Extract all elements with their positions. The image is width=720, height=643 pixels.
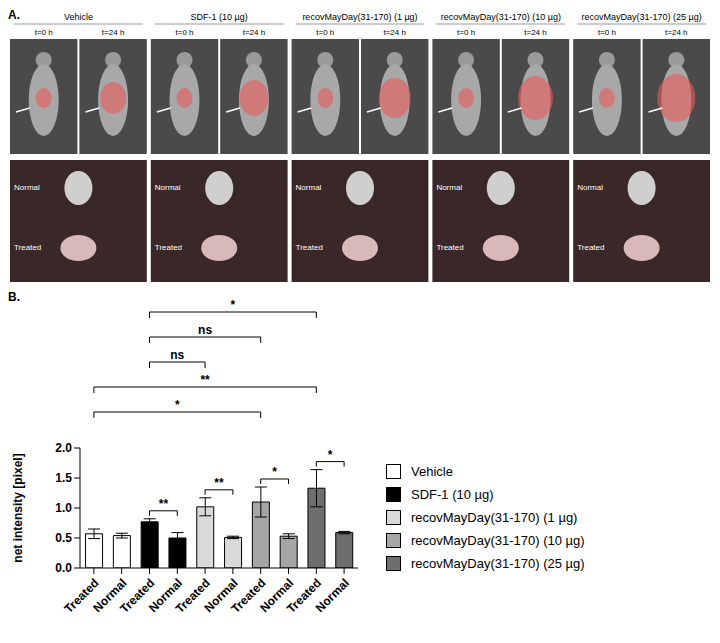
svg-text:**: ** bbox=[200, 373, 210, 387]
svg-text:Treated: Treated bbox=[155, 243, 182, 252]
svg-text:Normal: Normal bbox=[577, 183, 603, 192]
svg-text:*: * bbox=[175, 398, 180, 412]
svg-text:Treated: Treated bbox=[228, 575, 269, 616]
svg-text:Normal: Normal bbox=[296, 183, 322, 192]
svg-text:SDF-1 (10 µg): SDF-1 (10 µg) bbox=[191, 12, 248, 22]
svg-text:**: ** bbox=[159, 497, 169, 511]
svg-text:t=0 h: t=0 h bbox=[316, 28, 334, 37]
svg-text:Treated: Treated bbox=[436, 243, 463, 252]
svg-text:t=0 h: t=0 h bbox=[35, 28, 53, 37]
html-text:recovMayDay(31-170) (25 µg): recovMayDay(31-170) (25 µg) bbox=[411, 556, 585, 571]
svg-text:1.5: 1.5 bbox=[55, 471, 72, 485]
svg-text:Normal: Normal bbox=[436, 183, 462, 192]
svg-text:Treated: Treated bbox=[117, 575, 158, 616]
svg-text:t=0 h: t=0 h bbox=[598, 28, 616, 37]
svg-text:recovMayDay(31-170) (1 µg): recovMayDay(31-170) (1 µg) bbox=[302, 12, 417, 22]
svg-text:Normal: Normal bbox=[201, 575, 241, 615]
svg-text:t=24 h: t=24 h bbox=[665, 28, 687, 37]
svg-text:recovMayDay(31-170) (25 µg): recovMayDay(31-170) (25 µg) bbox=[581, 12, 701, 22]
svg-text:Treated: Treated bbox=[172, 575, 213, 616]
svg-text:Treated: Treated bbox=[284, 575, 325, 616]
svg-text:t=24 h: t=24 h bbox=[243, 28, 265, 37]
svg-text:t=24 h: t=24 h bbox=[102, 28, 124, 37]
svg-text:t=0 h: t=0 h bbox=[175, 28, 193, 37]
svg-text:Vehicle: Vehicle bbox=[64, 12, 93, 22]
svg-text:t=0 h: t=0 h bbox=[457, 28, 475, 37]
html-text:SDF-1 (10 µg): SDF-1 (10 µg) bbox=[411, 487, 494, 502]
svg-text:**: ** bbox=[214, 476, 224, 490]
svg-text:t=24 h: t=24 h bbox=[524, 28, 546, 37]
html-text:recovMayDay(31-170) (10 µg): recovMayDay(31-170) (10 µg) bbox=[411, 533, 585, 548]
svg-text:Treated: Treated bbox=[577, 243, 604, 252]
svg-text:0.5: 0.5 bbox=[55, 531, 72, 545]
svg-text:*: * bbox=[272, 465, 277, 479]
svg-text:2.0: 2.0 bbox=[55, 441, 72, 455]
svg-text:0.0: 0.0 bbox=[55, 561, 72, 575]
svg-text:ns: ns bbox=[170, 348, 184, 362]
svg-text:1.0: 1.0 bbox=[55, 501, 72, 515]
svg-text:recovMayDay(31-170) (10 µg): recovMayDay(31-170) (10 µg) bbox=[441, 12, 561, 22]
html-text:Vehicle: Vehicle bbox=[411, 464, 453, 479]
svg-text:*: * bbox=[328, 448, 333, 462]
svg-text:A.: A. bbox=[8, 8, 20, 22]
svg-text:Normal: Normal bbox=[90, 575, 130, 615]
html-text:recovMayDay(31-170) (1 µg): recovMayDay(31-170) (1 µg) bbox=[411, 510, 578, 525]
html-text:B.: B. bbox=[8, 290, 20, 304]
svg-text:Treated: Treated bbox=[14, 243, 41, 252]
svg-text:t=24 h: t=24 h bbox=[383, 28, 405, 37]
svg-text:ns: ns bbox=[198, 323, 212, 337]
svg-text:Normal: Normal bbox=[313, 576, 352, 615]
svg-text:*: * bbox=[231, 298, 236, 312]
svg-text:Normal: Normal bbox=[14, 183, 40, 192]
svg-text:net intensity [pixel]: net intensity [pixel] bbox=[11, 453, 25, 562]
svg-text:Treated: Treated bbox=[296, 243, 323, 252]
svg-text:Normal: Normal bbox=[257, 575, 297, 615]
svg-text:Treated: Treated bbox=[61, 575, 102, 616]
svg-text:Normal: Normal bbox=[145, 575, 186, 615]
svg-text:Normal: Normal bbox=[155, 183, 181, 192]
